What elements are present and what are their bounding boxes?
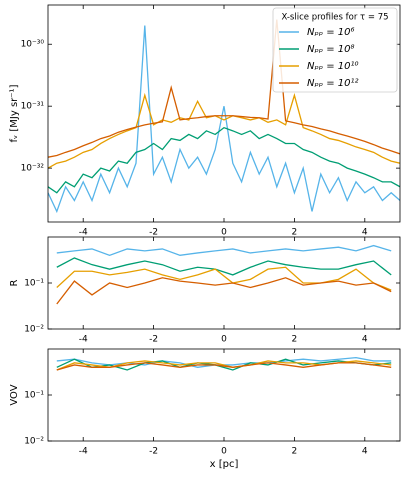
x-tick-label: -4 [79,228,88,238]
series-line [48,126,400,194]
legend-label: Nₚₚ = 10⁸ [307,44,355,55]
y-axis-label: VOV [9,384,20,405]
series-line [56,277,392,305]
series-line [56,244,392,257]
x-tick-label: 4 [362,335,368,345]
legend-label: Nₚₚ = 10¹⁰ [307,61,359,72]
x-tick-label: 2 [292,447,298,457]
x-tick-label: 0 [221,228,227,238]
y-axis-label: fᵥ [MJy sr⁻¹] [9,84,20,142]
x-tick-label: -2 [149,335,158,345]
x-tick-label: 2 [292,228,298,238]
series-line [48,92,400,169]
x-tick-label: -2 [149,447,158,457]
y-tick-label: 10⁻² [24,325,44,335]
x-axis-label: x [pc] [210,459,239,470]
x-tick-label: 4 [362,228,368,238]
y-tick-label: 10⁻¹ [24,279,44,289]
y-tick-label: 10⁻³² [21,164,45,174]
x-tick-label: 4 [362,447,368,457]
x-tick-label: 2 [292,335,298,345]
x-tick-label: -4 [79,335,88,345]
y-tick-label: 10⁻¹ [24,391,44,401]
series-line [48,19,400,158]
legend-box [272,7,398,93]
x-tick-label: -2 [149,228,158,238]
y-tick-label: 10⁻³⁰ [21,40,45,50]
legend-label: Nₚₚ = 10⁶ [307,27,355,38]
series-line [56,362,392,371]
x-tick-label: -4 [79,447,88,457]
legend-label: Nₚₚ = 10¹² [307,78,359,89]
legend-title: X-slice profiles for τ = 75 [281,13,388,23]
x-tick-label: 0 [221,335,227,345]
series-line [56,257,392,276]
y-tick-label: 10⁻³¹ [21,102,45,112]
x-tick-label: 0 [221,447,227,457]
y-axis-label: R [9,279,20,286]
series-line [48,25,400,214]
series-line [56,266,392,291]
series-line [56,358,392,371]
y-tick-label: 10⁻² [24,437,44,447]
